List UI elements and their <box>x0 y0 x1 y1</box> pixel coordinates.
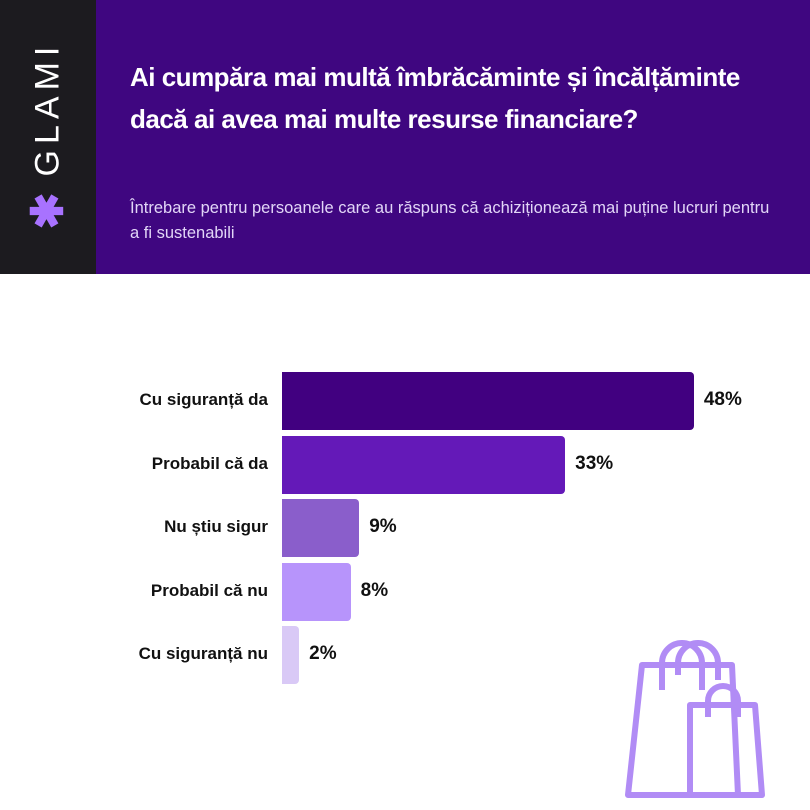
page-title: Ai cumpăra mai multă îmbrăcăminte și înc… <box>130 62 740 134</box>
bar <box>282 435 566 494</box>
bar <box>282 372 694 430</box>
shopping-bags-icon <box>625 640 765 798</box>
category-label: Nu știu sigur <box>164 517 268 536</box>
value-label: 2% <box>309 643 337 664</box>
brand-strip: ✱ GLAMI <box>0 0 96 274</box>
glami-logo: ✱ GLAMI <box>23 41 74 230</box>
value-label: 33% <box>575 452 614 474</box>
header-banner: ✱ GLAMI Ai cumpăra mai multă îmbrăcăminte… <box>0 0 810 274</box>
bar <box>282 562 351 621</box>
bar <box>282 626 300 684</box>
page-subtitle: Întrebare pentru persoanele care au răsp… <box>130 199 770 242</box>
bar <box>282 499 360 557</box>
value-label: 48% <box>703 389 742 410</box>
value-label: 8% <box>360 579 389 601</box>
category-label: Cu siguranță da <box>139 390 268 409</box>
asterisk-icon: ✱ <box>23 186 73 230</box>
category-label: Cu siguranță nu <box>138 644 268 663</box>
category-label: Probabil că nu <box>150 580 268 600</box>
category-label: Probabil că da <box>151 453 268 473</box>
logo-text: GLAMI <box>28 40 67 177</box>
value-label: 9% <box>369 516 397 537</box>
